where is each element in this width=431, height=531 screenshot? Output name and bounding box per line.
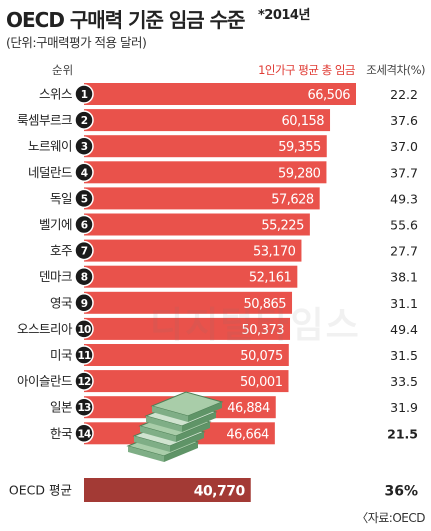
bar [84, 213, 310, 236]
tax-gap-value: 22.2 [390, 87, 418, 102]
rank-badge [74, 162, 94, 183]
rank-column-header: 순위 [52, 63, 74, 77]
tax-gap-value: 31.1 [390, 296, 418, 311]
rank-badge [74, 319, 94, 339]
country-label: 벨기에 [39, 217, 72, 232]
rank-number: 5 [81, 193, 88, 205]
bar [84, 291, 293, 314]
tax-gap-column-header: 조세격차(%) [366, 63, 425, 77]
rank-badge [74, 110, 94, 130]
tax-gap-value: 37.7 [390, 165, 418, 180]
average-tax-gap: 36% [384, 484, 418, 500]
bar [84, 109, 331, 132]
rank-number: 12 [77, 376, 91, 388]
average-value-label: 40,770 [194, 484, 246, 500]
rank-number: 3 [81, 141, 88, 153]
bar-value-label: 50,865 [244, 297, 287, 312]
rank-badge [74, 423, 94, 444]
chart-subtitle: (단위:구매력평가 적용 달러) [6, 35, 147, 50]
rank-badge [74, 397, 94, 417]
bar [84, 344, 289, 366]
tax-gap-value: 38.1 [390, 270, 418, 285]
rank-badge [74, 136, 94, 156]
bar-value-label: 50,075 [240, 349, 283, 364]
chart-title: OECD 구매력 기준 임금 수준 [6, 8, 245, 32]
tax-gap-value: 49.3 [390, 191, 418, 206]
country-label: 룩셈부르크 [17, 113, 72, 128]
average-bar [84, 478, 251, 502]
rank-badge [74, 240, 94, 261]
tax-gap-value: 33.5 [390, 374, 418, 389]
rank-number: 14 [77, 428, 91, 440]
bar-value-label: 50,373 [242, 323, 285, 338]
rank-badge [74, 345, 94, 365]
bar-value-label: 59,355 [278, 140, 321, 155]
country-label: 영국 [50, 295, 72, 310]
tax-gap-value: 37.6 [390, 113, 418, 128]
bar-value-label: 50,001 [240, 375, 283, 390]
rank-badge [74, 371, 94, 391]
rank-number: 1 [81, 89, 88, 101]
bar [84, 135, 327, 158]
rank-number: 6 [81, 220, 88, 232]
rank-badge [74, 266, 94, 287]
average-label: OECD 평균 [9, 483, 72, 498]
rank-number: 11 [77, 350, 91, 362]
rank-number: 2 [81, 115, 88, 127]
rank-badge [74, 84, 94, 104]
bar [84, 187, 320, 210]
country-label: 덴마크 [39, 269, 72, 284]
wage-column-header: 1인가구 평균 총 임금 [258, 63, 355, 77]
bar [84, 239, 302, 262]
rank-number: 7 [81, 246, 88, 258]
country-label: 한국 [50, 426, 72, 441]
country-label: 독일 [50, 191, 72, 206]
rank-number: 13 [77, 402, 91, 414]
bar-value-label: 52,161 [249, 271, 292, 286]
tax-gap-value: 49.4 [390, 322, 418, 337]
title-year-note: *2014년 [258, 8, 310, 23]
country-label: 미국 [50, 348, 72, 363]
bar-value-label: 60,158 [282, 114, 325, 129]
bar-value-label: 66,506 [308, 88, 351, 103]
bar-value-label: 55,225 [261, 219, 304, 234]
bar [84, 83, 356, 105]
tax-gap-value: 55.6 [390, 218, 418, 233]
tax-gap-value: 31.9 [390, 400, 418, 415]
rank-number: 8 [81, 272, 88, 284]
source-note: 〈자료:OECD [356, 511, 425, 525]
bar-value-label: 53,170 [253, 245, 296, 260]
rank-badge [74, 214, 94, 235]
country-label: 호주 [50, 243, 72, 258]
country-label: 네덜란드 [28, 165, 72, 180]
rank-badge [74, 188, 94, 209]
bar [84, 370, 289, 393]
rank-number: 10 [77, 324, 91, 336]
country-label: 노르웨이 [28, 139, 72, 154]
rank-number: 9 [81, 298, 88, 310]
country-label: 일본 [50, 400, 72, 415]
rank-badge [74, 293, 94, 313]
tax-gap-value: 37.0 [390, 139, 418, 154]
tax-gap-value: 27.7 [390, 244, 418, 259]
bar [84, 317, 291, 340]
country-label: 오스트리아 [17, 321, 73, 336]
bar-value-label: 59,280 [278, 166, 321, 181]
bar [84, 161, 327, 184]
bar-value-label: 46,664 [226, 427, 269, 442]
tax-gap-value: 21.5 [387, 426, 418, 441]
bar-value-label: 57,628 [271, 192, 314, 207]
bar-value-label: 46,884 [227, 401, 270, 416]
money-stack-icon [126, 391, 224, 462]
rank-number: 4 [81, 167, 88, 179]
tax-gap-value: 31.5 [390, 348, 418, 363]
country-label: 아이슬란드 [17, 374, 72, 389]
country-label: 스위스 [39, 87, 72, 102]
bar [84, 265, 298, 288]
